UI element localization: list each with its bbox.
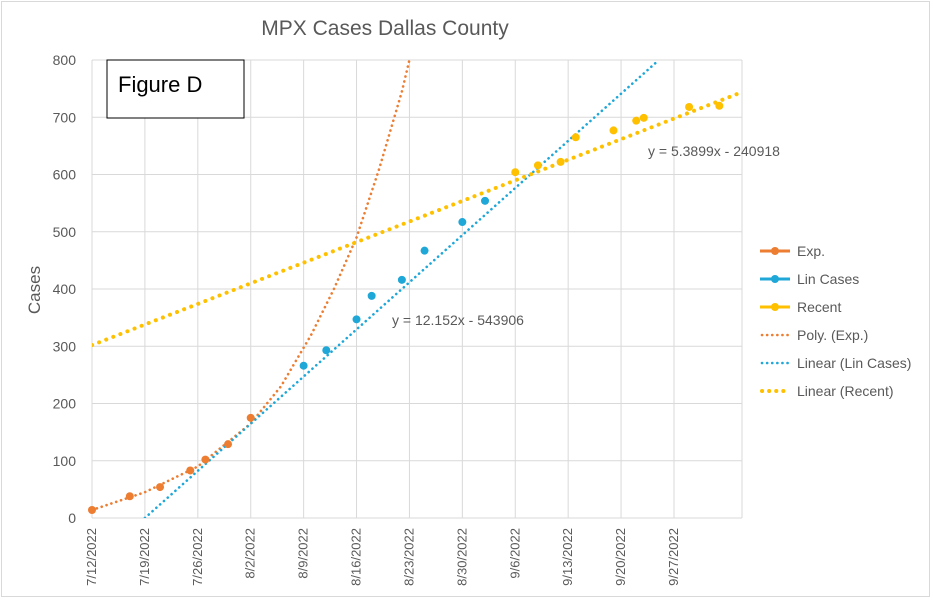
data-point-recent	[632, 116, 641, 125]
data-point-exp	[224, 440, 233, 449]
data-point-exp	[201, 455, 210, 464]
trendline-linear-recent	[92, 90, 742, 348]
legend-marker-exp	[771, 247, 779, 255]
recent-equation: y = 5.3899x - 240918	[648, 143, 780, 159]
x-tick-label: 8/9/2022	[296, 528, 311, 579]
trendline-layer	[92, 60, 742, 518]
x-tick-label: 9/13/2022	[560, 528, 575, 586]
legend-label-exp: Exp.	[797, 243, 825, 259]
y-tick-label: 600	[53, 167, 77, 183]
x-tick-label: 7/26/2022	[190, 528, 205, 586]
x-tick-label: 8/16/2022	[349, 528, 364, 586]
chart-title: MPX Cases Dallas County	[261, 17, 509, 40]
y-tick-label: 100	[53, 453, 77, 469]
data-point-recent	[715, 101, 724, 110]
x-tick-label: 7/12/2022	[84, 528, 99, 586]
legend-label-poly-exp: Poly. (Exp.)	[797, 327, 868, 343]
trendline-poly-exp	[92, 60, 411, 512]
data-point-exp	[186, 466, 195, 475]
x-tick-label: 8/2/2022	[243, 528, 258, 579]
axis-layer: 0 100 200 300 400 500 600 700 800 7/12/2022 7/19/2…	[53, 52, 681, 586]
x-tick-label: 9/20/2022	[613, 528, 628, 586]
legend-label-linear-recent: Linear (Recent)	[797, 383, 894, 399]
data-point-recent	[609, 126, 618, 135]
data-point-lin-cases	[481, 196, 490, 205]
figure-label-box	[106, 59, 245, 119]
y-tick-label: 300	[53, 338, 77, 354]
data-point-recent	[533, 161, 542, 170]
x-tick-label: 8/23/2022	[401, 528, 416, 586]
y-axis-label: Cases	[25, 266, 44, 314]
data-point-exp	[156, 483, 165, 492]
data-point-recent	[511, 168, 520, 177]
x-tick-label: 7/19/2022	[137, 528, 152, 586]
legend: Exp. Lin Cases Recent Poly. (Exp.) Linear (L…	[760, 243, 911, 399]
data-point-lin-cases	[322, 346, 331, 355]
x-tick-label: 8/30/2022	[454, 528, 469, 586]
y-tick-label: 500	[53, 224, 77, 240]
data-point-lin-cases	[299, 361, 308, 370]
legend-marker-lin-cases	[771, 275, 779, 283]
data-point-exp	[88, 505, 96, 514]
legend-label-linear-lin-cases: Linear (Lin Cases)	[797, 355, 911, 371]
y-tick-label: 800	[53, 52, 77, 68]
data-point-recent	[685, 102, 694, 111]
data-point-exp	[125, 492, 134, 501]
data-point-lin-cases	[367, 291, 376, 300]
x-tick-label: 9/6/2022	[507, 528, 522, 579]
legend-marker-recent	[771, 303, 779, 311]
y-tick-label: 700	[53, 109, 77, 125]
data-point-lin-cases	[420, 246, 429, 255]
data-point-exp	[246, 413, 255, 422]
figure-label: Figure D	[118, 72, 202, 97]
marker-layer	[88, 101, 724, 514]
legend-label-recent: Recent	[797, 299, 841, 315]
x-tick-label: 9/27/2022	[666, 528, 681, 586]
data-point-recent	[571, 133, 580, 142]
y-tick-label: 200	[53, 396, 77, 412]
data-point-lin-cases	[397, 275, 406, 284]
data-point-lin-cases	[352, 315, 361, 324]
lin-cases-equation: y = 12.152x - 543906	[392, 312, 524, 328]
legend-label-lin-cases: Lin Cases	[797, 271, 859, 287]
data-point-recent	[556, 157, 565, 166]
y-tick-label: 0	[68, 510, 76, 526]
y-tick-label: 400	[53, 281, 77, 297]
data-point-lin-cases	[458, 218, 467, 227]
data-point-recent	[639, 113, 648, 122]
